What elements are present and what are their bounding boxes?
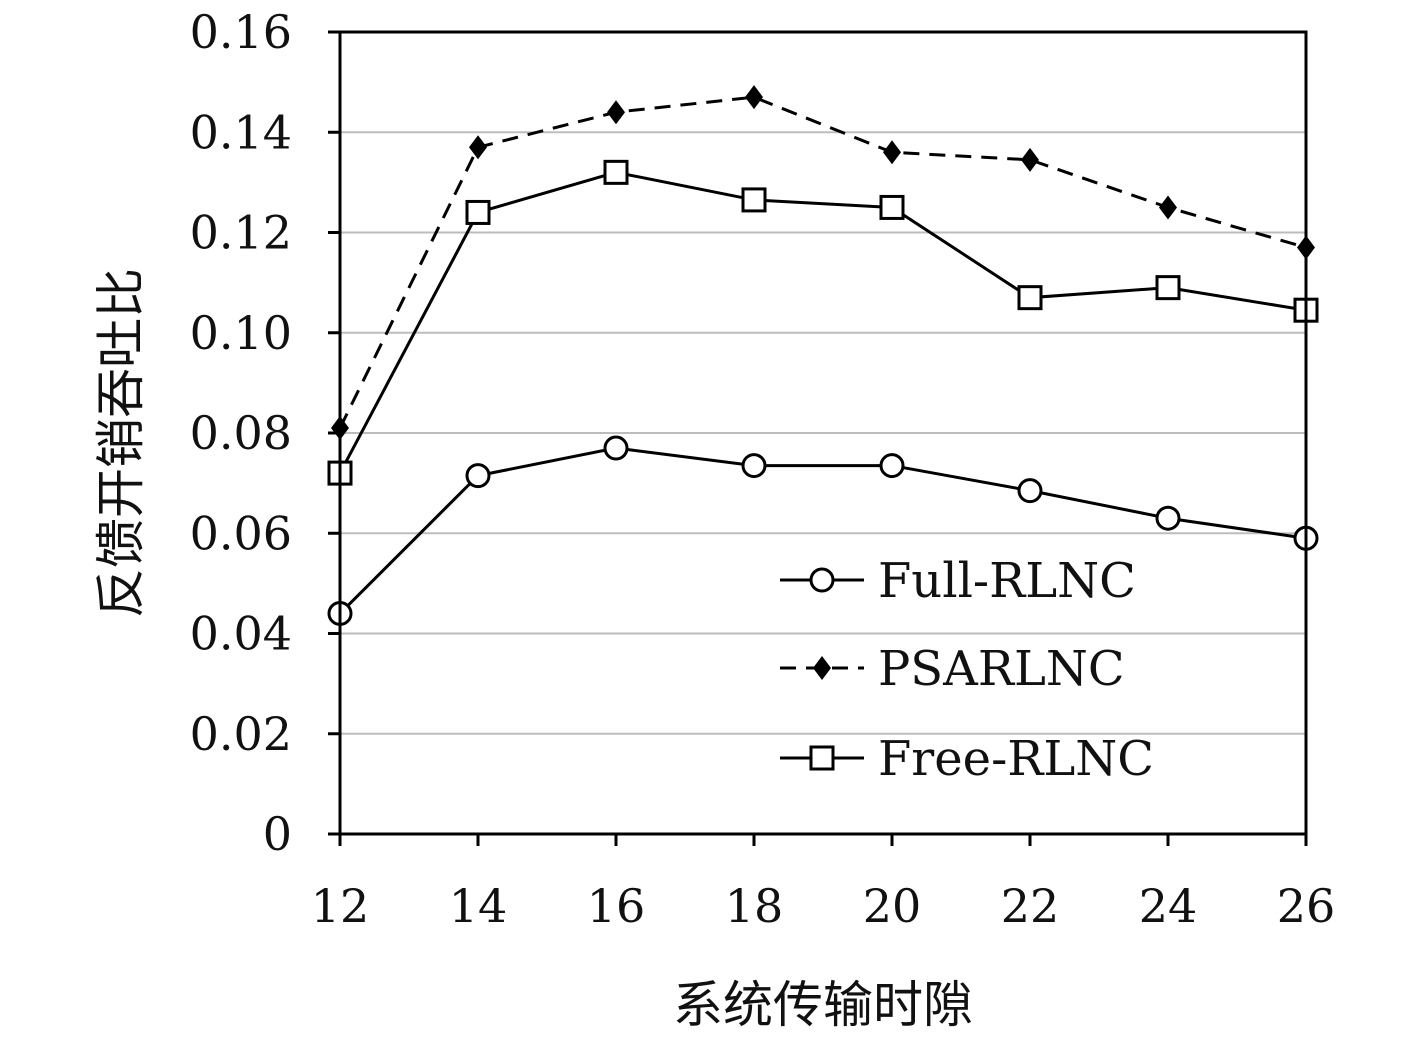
y-tick-label: 0.08 [190,406,292,460]
x-tick-label: 24 [1139,879,1198,933]
y-axis-title: 反馈开销吞吐比 [92,268,150,618]
x-tick-label: 16 [587,879,646,933]
y-tick-label: 0 [263,807,292,861]
legend-item-full-rlnc: Full-RLNC [780,553,1136,609]
full-rlnc-point [603,435,629,461]
full-rlnc-point [1155,505,1181,531]
legend-label-free-rlnc: Free-RLNC [878,731,1154,787]
legend-marker-full-rlnc [809,567,835,593]
tick-labels: 0 0.02 0.04 0.06 0.08 0.10 0.12 0.14 0.16 12 14 16 1… [190,5,1336,933]
data-series [327,85,1319,626]
free-rlnc-point [1155,275,1181,301]
x-tick-label: 26 [1277,879,1336,933]
free-rlnc-point [603,159,629,185]
x-tick-label: 14 [449,879,508,933]
psarlnc-point [883,140,901,165]
full-rlnc-point [741,453,767,479]
full-rlnc-point [879,453,905,479]
free-rlnc-point [879,194,905,220]
free-rlnc-line [338,170,1307,474]
plot-frame [338,30,1308,836]
y-tick-label: 0.04 [190,607,292,661]
grid-lines [340,131,1306,735]
psarlnc-point [469,135,487,160]
y-tick-label: 0.12 [190,206,292,260]
x-tick-label: 18 [725,879,784,933]
y-tick-label: 0.14 [190,105,292,159]
y-tick-label: 0.06 [190,506,292,560]
free-rlnc-point [1017,285,1043,311]
psarlnc-line [338,95,1307,429]
axis-ticks [328,30,1308,846]
free-rlnc-point [741,187,767,213]
x-axis-title: 系统传输时隙 [673,976,973,1034]
psarlnc-point [607,100,625,125]
x-tick-label: 12 [311,879,370,933]
full-rlnc-point [1017,478,1043,504]
legend-item-psarlnc: PSARLNC [780,641,1125,697]
y-tick-label: 0.02 [190,707,292,761]
series-full-rlnc [327,435,1319,626]
full-rlnc-line [338,446,1307,615]
legend-item-free-rlnc: Free-RLNC [780,731,1154,787]
psarlnc-point [745,85,763,110]
legend-marker-psarlnc [813,656,831,680]
x-tick-label: 22 [1001,879,1060,933]
full-rlnc-point [465,463,491,489]
y-tick-label: 0.16 [190,5,292,59]
x-tick-label: 20 [863,879,922,933]
series-free-rlnc [327,159,1319,486]
psarlnc-point [1159,195,1177,220]
y-tick-label: 0.10 [190,306,292,360]
series-psarlnc [331,85,1315,440]
legend-label-psarlnc: PSARLNC [878,641,1125,697]
legend: Full-RLNC PSARLNC Free-RLNC [780,553,1154,787]
legend-label-full-rlnc: Full-RLNC [878,553,1136,609]
legend-marker-free-rlnc [809,745,835,771]
free-rlnc-point [465,199,491,225]
psarlnc-point [1021,147,1039,172]
